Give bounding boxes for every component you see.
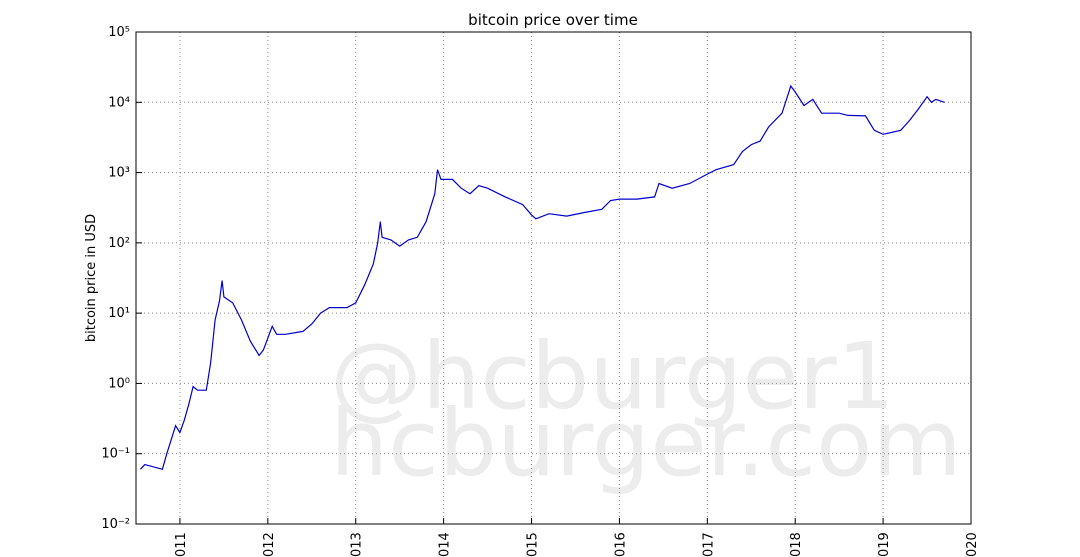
- y-tick-label: 10⁻¹: [101, 447, 130, 462]
- price-line: [139, 84, 945, 471]
- x-tick-label: 016: [613, 532, 628, 557]
- x-tick-label: 011: [174, 532, 189, 557]
- plot-frame: [135, 31, 972, 525]
- x-tick-label: 012: [262, 532, 277, 557]
- x-tick-label: 018: [789, 532, 804, 557]
- y-tick-label: 10⁵: [108, 25, 130, 40]
- y-tick-label: 10⁰: [108, 376, 130, 391]
- x-tick-label: 019: [877, 532, 892, 557]
- x-tick-label: 015: [526, 532, 541, 557]
- y-tick-label: 10³: [108, 166, 130, 181]
- x-tick-label: 014: [438, 532, 453, 557]
- y-axis-label: bitcoin price in USD: [84, 214, 99, 342]
- y-tick-label: 10⁻²: [101, 517, 130, 532]
- x-tick-label: 020: [965, 532, 980, 557]
- chart-title: bitcoin price over time: [468, 11, 638, 29]
- watermark: @hcburger1: [330, 323, 895, 430]
- x-tick-label: 017: [701, 532, 716, 557]
- watermark: hcburger.com: [330, 390, 962, 497]
- y-tick-label: 10⁴: [108, 95, 130, 110]
- y-tick-label: 10²: [108, 236, 130, 251]
- x-tick-label: 013: [350, 532, 365, 557]
- y-tick-label: 10¹: [108, 306, 130, 321]
